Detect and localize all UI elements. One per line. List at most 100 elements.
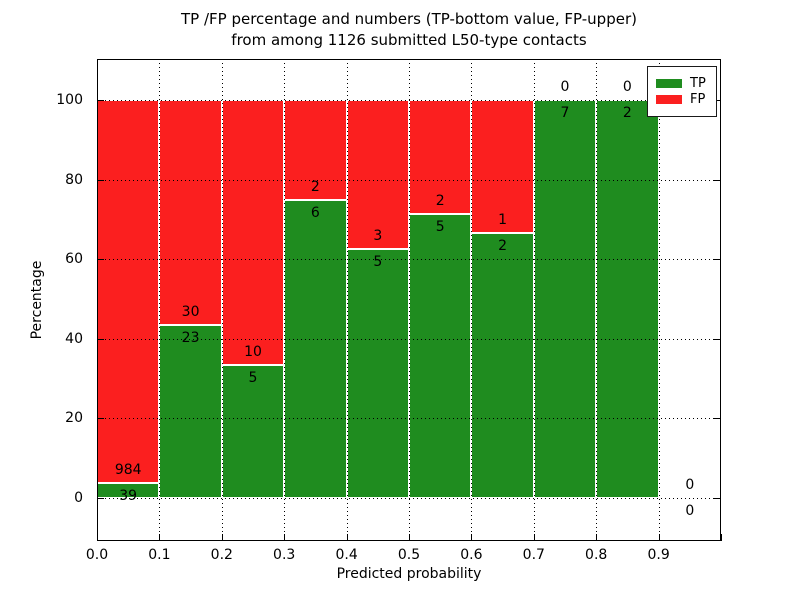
y-tick-label: 0 bbox=[74, 490, 83, 506]
x-tick-mark bbox=[409, 534, 410, 541]
fp-count-label: 2 bbox=[435, 192, 445, 209]
legend: TP FP bbox=[647, 66, 717, 117]
tp-color-swatch bbox=[656, 79, 682, 88]
y-tick-mark bbox=[714, 100, 721, 101]
fp-color-swatch bbox=[656, 95, 682, 104]
x-tick-label: 0.1 bbox=[148, 547, 171, 563]
tp-count-label: 7 bbox=[560, 105, 570, 121]
x-tick-label: 0.7 bbox=[522, 547, 545, 563]
y-tick-mark bbox=[714, 418, 721, 420]
y-tick-label: 60 bbox=[65, 251, 83, 268]
bar-tp-segment bbox=[346, 249, 409, 498]
grid-h-line bbox=[97, 179, 721, 181]
y-tick-mark bbox=[97, 418, 104, 420]
grid-v-line bbox=[533, 59, 535, 541]
x-tick-mark bbox=[596, 534, 598, 541]
grid-v-line bbox=[471, 59, 473, 541]
grid-v-line bbox=[284, 59, 286, 541]
grid-h-line bbox=[97, 100, 721, 101]
x-tick-mark bbox=[97, 534, 98, 541]
bar-fp-segment bbox=[346, 100, 409, 250]
x-tick-mark bbox=[721, 534, 722, 541]
y-axis-label: Percentage bbox=[29, 260, 45, 340]
x-tick-label: 0.6 bbox=[460, 547, 483, 563]
bar-fp-segment bbox=[159, 100, 222, 326]
grid-v-line bbox=[221, 59, 223, 541]
y-tick-mark bbox=[97, 498, 104, 499]
grid-v-line bbox=[346, 59, 348, 541]
x-tick-mark bbox=[533, 534, 535, 541]
fp-count-label: 3 bbox=[373, 228, 383, 245]
grid-v-line bbox=[658, 59, 660, 541]
grid-h-line bbox=[97, 338, 721, 340]
x-tick-label: 0.5 bbox=[397, 547, 421, 563]
bar-tp-segment bbox=[159, 325, 222, 498]
tp-count-label: 5 bbox=[435, 218, 445, 235]
x-tick-mark bbox=[346, 534, 348, 541]
fp-count-label: 2 bbox=[310, 178, 320, 195]
fp-count-label: 1 bbox=[498, 211, 508, 228]
tp-count-label: 0 bbox=[685, 503, 695, 519]
fp-count-label: 10 bbox=[244, 344, 262, 361]
x-tick-label: 0.8 bbox=[585, 547, 608, 563]
y-tick-mark bbox=[714, 338, 721, 340]
legend-item-tp: TP bbox=[656, 77, 708, 90]
fp-count-label: 0 bbox=[685, 477, 695, 493]
fp-count-label: 0 bbox=[560, 79, 570, 95]
bar-fp-segment bbox=[284, 100, 347, 200]
y-tick-label: 40 bbox=[65, 330, 83, 347]
tp-count-label: 2 bbox=[498, 237, 508, 254]
fp-count-label: 0 bbox=[622, 79, 632, 95]
bar-fp-segment bbox=[97, 100, 160, 483]
y-tick-mark bbox=[97, 179, 104, 181]
y-tick-mark bbox=[97, 259, 104, 261]
bar-tp-segment bbox=[533, 100, 597, 498]
y-tick-label: 20 bbox=[65, 410, 83, 427]
x-tick-label: 0.9 bbox=[647, 547, 670, 563]
x-tick-mark bbox=[658, 534, 660, 541]
x-tick-mark bbox=[159, 534, 161, 541]
tp-count-label: 6 bbox=[310, 204, 320, 221]
bar-fp-segment bbox=[221, 100, 285, 366]
y-tick-label: 100 bbox=[56, 92, 83, 108]
y-tick-mark bbox=[714, 179, 721, 181]
tp-count-label: 2 bbox=[622, 105, 632, 121]
x-tick-label: 0.0 bbox=[85, 547, 109, 563]
tp-count-label: 5 bbox=[373, 254, 383, 271]
grid-v-line bbox=[596, 59, 598, 541]
x-axis-label: Predicted probability bbox=[336, 566, 482, 582]
legend-item-fp: FP bbox=[656, 93, 708, 106]
x-tick-label: 0.2 bbox=[210, 547, 233, 563]
x-tick-mark bbox=[221, 534, 223, 541]
grid-h-line bbox=[97, 498, 721, 499]
grid-v-line bbox=[409, 59, 410, 541]
fp-count-label: 984 bbox=[114, 461, 142, 478]
tp-legend-label: TP bbox=[690, 76, 706, 91]
bar-tp-segment bbox=[409, 213, 472, 498]
tp-count-label: 23 bbox=[181, 330, 200, 347]
y-tick-mark bbox=[714, 498, 721, 499]
x-tick-mark bbox=[471, 534, 473, 541]
y-tick-mark bbox=[714, 259, 721, 261]
tp-count-label: 39 bbox=[119, 487, 138, 504]
plot-area: 984 39 30 23 10 5 2 6 3 5 2 5 1 2 0 7 0 2 0 0 TP FP bbox=[97, 59, 722, 541]
bar-tp-segment bbox=[471, 232, 534, 498]
y-tick-mark bbox=[97, 338, 104, 340]
fp-legend-label: FP bbox=[690, 92, 706, 107]
tp-count-label: 5 bbox=[248, 370, 258, 387]
grid-h-line bbox=[97, 259, 721, 261]
grid-v-line bbox=[159, 59, 161, 541]
chart-subtitle: from among 1126 submitted L50-type conta… bbox=[231, 31, 587, 49]
x-tick-mark bbox=[284, 534, 286, 541]
bar-tp-segment bbox=[596, 100, 659, 498]
chart-title: TP /FP percentage and numbers (TP-bottom… bbox=[181, 10, 637, 28]
x-tick-label: 0.4 bbox=[335, 547, 358, 563]
title-block: TP /FP percentage and numbers (TP-bottom… bbox=[97, 9, 721, 51]
y-tick-label: 80 bbox=[65, 171, 83, 188]
bar-tp-segment bbox=[284, 199, 347, 498]
grid-h-line bbox=[97, 418, 721, 420]
x-tick-label: 0.3 bbox=[273, 547, 296, 563]
fp-count-label: 30 bbox=[181, 304, 200, 321]
y-tick-mark bbox=[97, 100, 104, 101]
